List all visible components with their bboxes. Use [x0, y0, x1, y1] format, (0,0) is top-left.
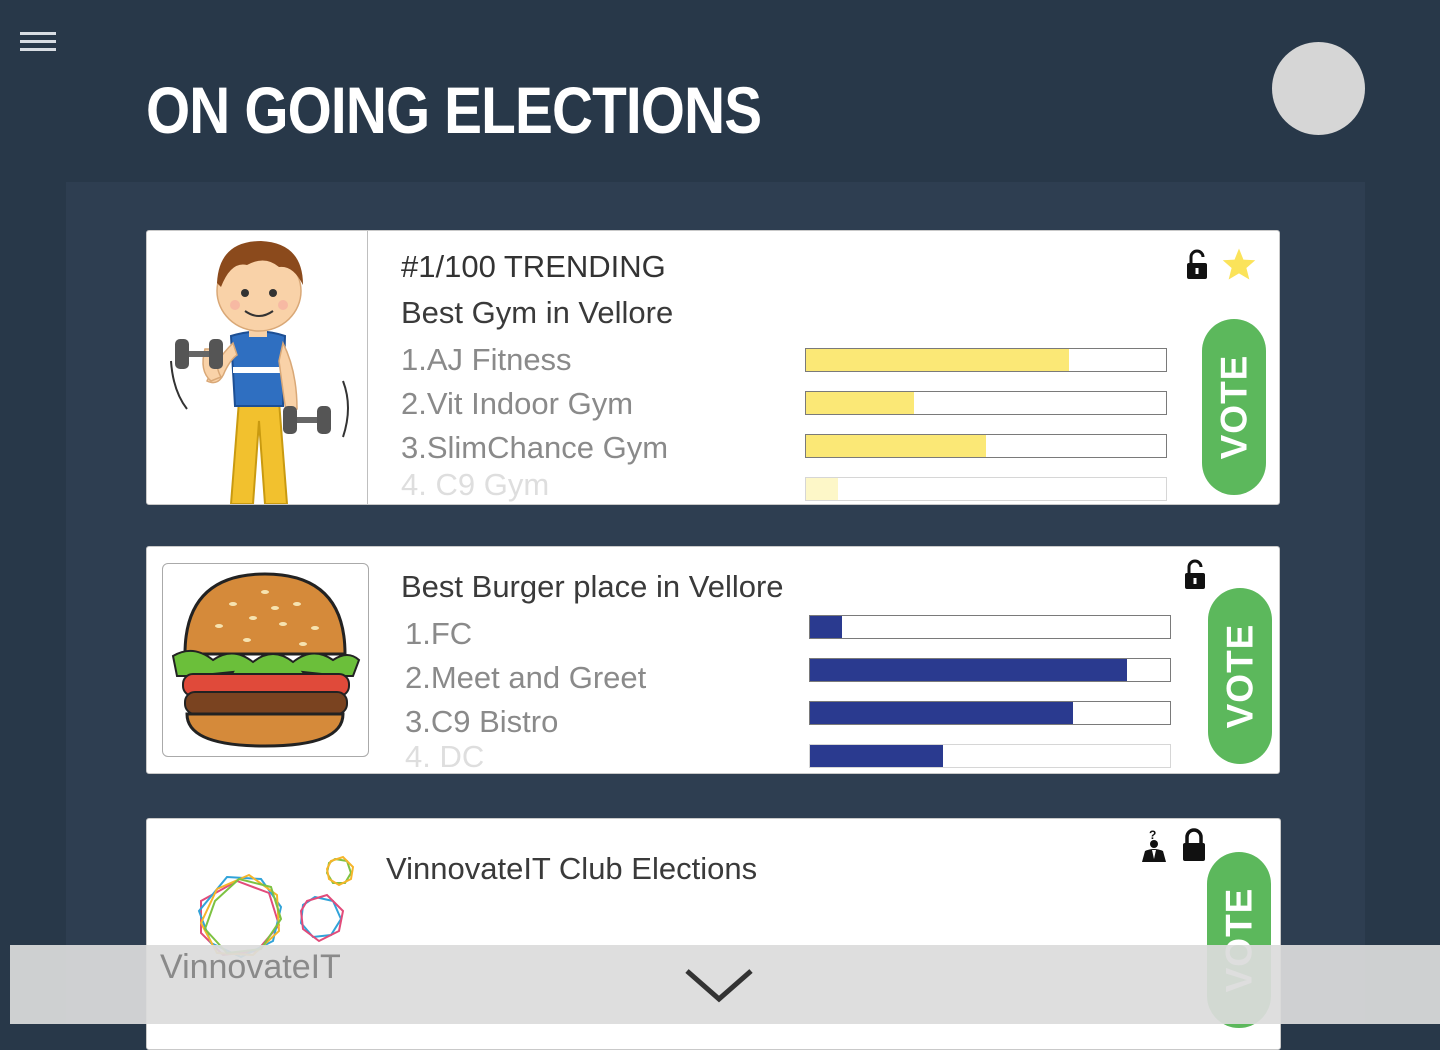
result-bar: [805, 477, 1167, 501]
unlocked-icon: [1185, 559, 1205, 589]
option-label: 1.AJ Fitness: [401, 342, 572, 377]
result-fill: [810, 659, 1127, 681]
option-label: 2.Meet and Greet: [405, 660, 647, 695]
result-bar: [809, 658, 1171, 682]
vote-button[interactable]: VOTE: [1208, 588, 1272, 764]
option-label: 3.C9 Bistro: [405, 704, 559, 739]
hamburger-icon[interactable]: [20, 32, 56, 52]
election-title: Best Burger place in Vellore: [401, 569, 784, 604]
result-fill: [806, 478, 839, 500]
result-fill: [806, 392, 914, 414]
option-label: 1.FC: [405, 616, 473, 651]
page-title: ON GOING ELECTIONS: [146, 73, 762, 147]
result-bar: [805, 434, 1167, 458]
result-bar: [809, 615, 1171, 639]
chevron-down-icon[interactable]: [684, 965, 754, 1005]
option-label: 4. C9 Gym: [401, 467, 550, 502]
election-card-burger: Best Burger place in Vellore 1.FC 2.Meet…: [146, 546, 1280, 774]
result-bar: [805, 391, 1167, 415]
result-bar: [809, 744, 1171, 768]
trending-label: #1/100 TRENDING: [401, 249, 666, 284]
result-fill: [806, 349, 1069, 371]
result-fill: [810, 702, 1073, 724]
option-label: 4. DC: [405, 739, 485, 774]
result-fill: [810, 616, 843, 638]
candidate-icon: ?: [1142, 829, 1166, 862]
election-title: VinnovateIT Club Elections: [386, 851, 758, 886]
option-label: 2.Vit Indoor Gym: [401, 386, 634, 421]
vinnovateit-logo-text: VinnovateIT: [160, 948, 341, 986]
result-bar: [805, 348, 1167, 372]
star-icon[interactable]: [1221, 247, 1257, 281]
result-bar: [809, 701, 1171, 725]
vote-button[interactable]: VOTE: [1202, 319, 1266, 495]
bottom-bar: [10, 945, 1440, 1024]
svg-text:?: ?: [1149, 829, 1156, 842]
unlocked-icon: [1187, 249, 1207, 279]
result-fill: [810, 745, 944, 767]
avatar[interactable]: [1272, 42, 1365, 135]
result-fill: [806, 435, 986, 457]
burger-icon: [162, 563, 369, 757]
vinnovateit-logo: [157, 849, 372, 1044]
option-label: 3.SlimChance Gym: [401, 430, 669, 465]
locked-icon: [1183, 828, 1205, 861]
election-title: Best Gym in Vellore: [401, 295, 674, 330]
gym-man-icon: [147, 231, 368, 504]
election-card-gym: #1/100 TRENDING Best Gym in Vellore 1.AJ…: [146, 230, 1280, 505]
